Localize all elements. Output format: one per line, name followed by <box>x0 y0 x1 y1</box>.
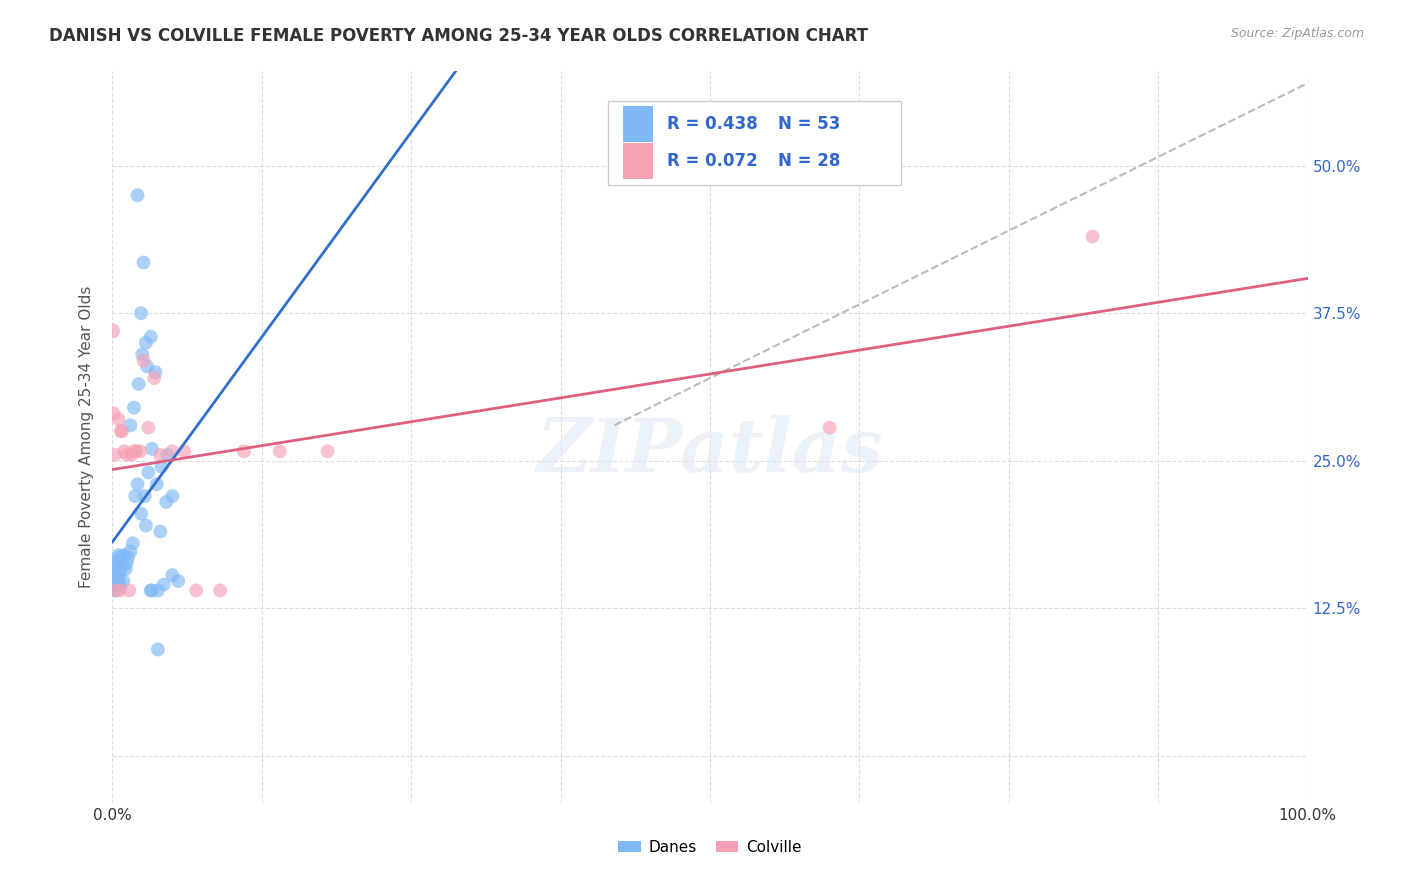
Point <box>101 574 124 588</box>
Point <box>104 562 127 576</box>
Point <box>141 442 163 456</box>
Point <box>138 420 160 434</box>
Text: ZIPatlas: ZIPatlas <box>537 416 883 488</box>
Point <box>153 577 176 591</box>
FancyBboxPatch shape <box>609 101 901 185</box>
Legend: Danes, Colville: Danes, Colville <box>613 834 807 861</box>
Bar <box>623 106 652 143</box>
Point <box>120 418 142 433</box>
Point <box>155 495 177 509</box>
Point <box>1081 229 1104 244</box>
Point <box>105 583 128 598</box>
Point <box>105 577 128 591</box>
Point <box>143 371 166 385</box>
Point <box>156 448 179 462</box>
Point <box>316 444 339 458</box>
Text: N = 28: N = 28 <box>778 153 841 170</box>
Point <box>233 444 256 458</box>
Point <box>105 558 128 572</box>
Point <box>107 574 129 588</box>
Point <box>110 424 132 438</box>
Point <box>132 255 155 269</box>
Point <box>145 477 167 491</box>
Point <box>162 568 183 582</box>
Point <box>129 444 152 458</box>
Point <box>114 562 136 576</box>
Point <box>150 459 173 474</box>
Point <box>118 583 141 598</box>
Point <box>108 583 131 598</box>
Y-axis label: Female Poverty Among 25-34 Year Olds: Female Poverty Among 25-34 Year Olds <box>79 286 94 588</box>
Point <box>146 642 169 657</box>
Point <box>132 353 155 368</box>
Point <box>818 420 841 434</box>
Point <box>124 489 146 503</box>
Point <box>101 324 124 338</box>
Point <box>107 412 129 426</box>
Text: Source: ZipAtlas.com: Source: ZipAtlas.com <box>1230 27 1364 40</box>
Point <box>173 444 195 458</box>
Point <box>107 548 129 562</box>
Point <box>134 489 156 503</box>
Point <box>139 583 162 598</box>
Point <box>121 536 143 550</box>
Point <box>186 583 208 598</box>
Point <box>135 518 157 533</box>
Point <box>136 359 159 374</box>
Point <box>149 448 172 462</box>
Point <box>138 466 160 480</box>
Point <box>167 574 190 588</box>
Point <box>149 524 172 539</box>
Point <box>104 583 127 598</box>
Point <box>103 580 125 594</box>
Point <box>122 444 145 458</box>
Bar <box>623 143 652 179</box>
Point <box>129 507 152 521</box>
Text: R = 0.438: R = 0.438 <box>666 115 758 133</box>
Point <box>108 550 131 565</box>
Point <box>131 347 153 361</box>
Text: N = 53: N = 53 <box>778 115 841 133</box>
Point <box>141 583 163 598</box>
Point <box>162 489 183 503</box>
Point <box>114 444 135 458</box>
Point <box>105 580 128 594</box>
Point <box>115 557 138 571</box>
Point <box>129 306 152 320</box>
Point <box>127 477 149 491</box>
Point <box>139 330 162 344</box>
Point <box>115 448 138 462</box>
Point <box>110 580 132 594</box>
Point <box>104 448 127 462</box>
Point <box>146 583 169 598</box>
Text: DANISH VS COLVILLE FEMALE POVERTY AMONG 25-34 YEAR OLDS CORRELATION CHART: DANISH VS COLVILLE FEMALE POVERTY AMONG … <box>49 27 869 45</box>
Point <box>111 559 134 574</box>
Text: R = 0.072: R = 0.072 <box>666 153 758 170</box>
Point <box>135 335 157 350</box>
Point <box>117 550 139 565</box>
Point <box>209 583 232 598</box>
Point <box>128 376 150 391</box>
Point <box>103 566 125 580</box>
Point <box>103 407 125 421</box>
Point <box>127 188 149 202</box>
Point <box>125 444 148 458</box>
Point <box>162 444 183 458</box>
Point <box>122 401 145 415</box>
Point <box>112 574 135 588</box>
Point <box>145 365 167 379</box>
Point <box>114 548 135 562</box>
Point <box>105 554 128 568</box>
Point <box>120 544 142 558</box>
Point <box>121 448 143 462</box>
Point <box>111 424 134 438</box>
Point <box>108 566 131 580</box>
Point <box>269 444 291 458</box>
